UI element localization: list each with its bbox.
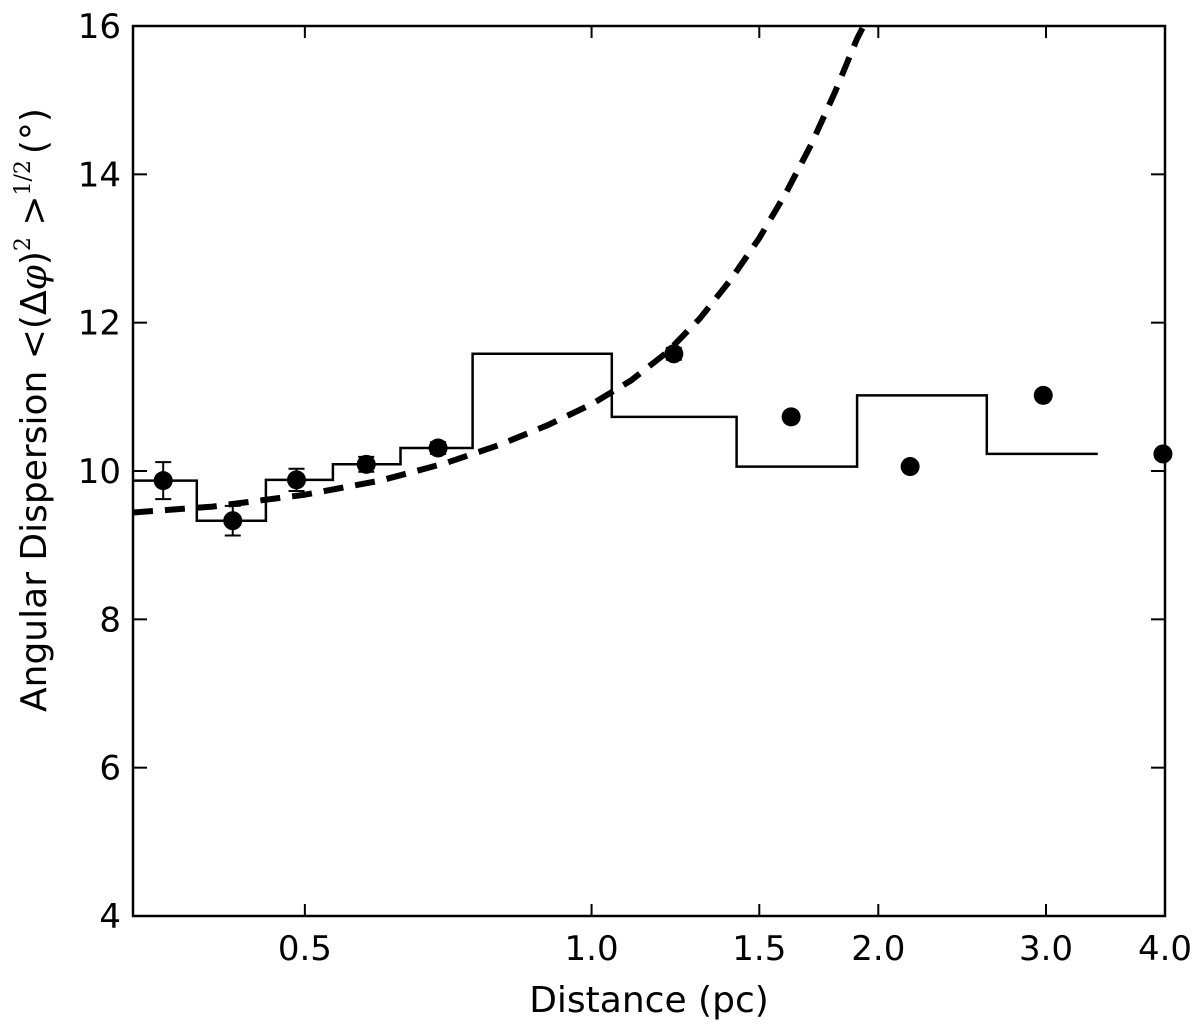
x-tick-label-5: 4.0 (1138, 929, 1192, 969)
x-axis-label: Distance (pc) (529, 980, 769, 1021)
plot-area: 0.5 1.0 1.5 2.0 3.0 4.0 4 6 8 10 12 14 16 (78, 7, 1192, 969)
y-tick-label-6: 16 (78, 7, 121, 47)
data-point-2 (287, 470, 307, 490)
x-tick-label-4: 3.0 (1019, 929, 1073, 969)
data-point-3 (356, 454, 376, 474)
y-tick-label-1: 6 (99, 749, 121, 789)
data-point-4 (428, 438, 448, 458)
y-tick-label-0: 4 (99, 897, 121, 937)
data-point-0 (153, 471, 173, 491)
data-point-1 (223, 511, 243, 531)
y-tick-label-4: 12 (78, 304, 121, 344)
step-histogram (133, 352, 1098, 522)
data-point-5 (664, 344, 684, 364)
x-tick-label-3: 2.0 (851, 929, 905, 969)
data-point-8 (1033, 385, 1053, 405)
axes-frame (131, 24, 1167, 918)
data-point-9 (1153, 444, 1173, 464)
y-tick-label-2: 8 (99, 600, 121, 640)
fit-curve-dashed (133, 26, 867, 516)
data-point-6 (781, 407, 801, 427)
x-tick-label-1: 1.0 (565, 929, 619, 969)
data-point-7 (900, 457, 920, 477)
y-tick-label-5: 14 (78, 155, 121, 195)
x-tick-label-2: 1.5 (732, 929, 786, 969)
y-axis-label: Angular Dispersion <(Δφ)2 >1/2(°) (11, 108, 55, 712)
y-tick-label-3: 10 (78, 452, 121, 492)
x-tick-label-0: 0.5 (278, 929, 332, 969)
